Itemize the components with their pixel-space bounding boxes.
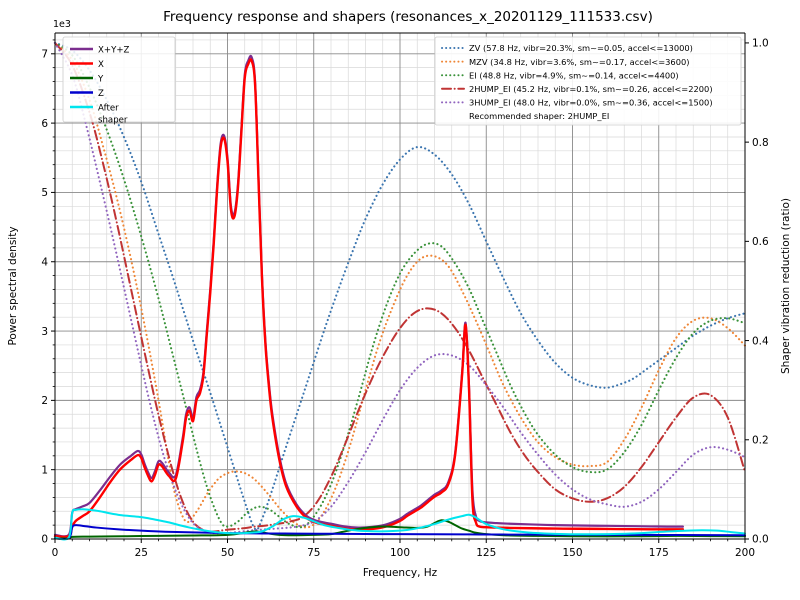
- psd-curve-x: [53, 58, 685, 539]
- shaper-curve-zv: [53, 41, 747, 531]
- legend-right-label-2hump_ei: 2HUMP_EI (45.2 Hz, vibr=0.1%, sm~=0.26, …: [469, 84, 713, 94]
- y2-tick-label: 0.8: [752, 137, 769, 149]
- shaper-curve-mzv: [53, 41, 747, 529]
- y2-tick-label: 0.4: [752, 335, 769, 347]
- shaper-curve-2hump_ei: [54, 41, 746, 533]
- chart-title: Frequency response and shapers (resonanc…: [163, 9, 653, 25]
- y-tick-label: 4: [41, 256, 48, 268]
- shaper-curve-ei: [53, 41, 747, 529]
- y-tick-label: 2: [41, 395, 48, 407]
- x-tick-label: 125: [476, 547, 496, 559]
- legend-right-label-mzv: MZV (34.8 Hz, vibr=3.6%, sm~=0.17, accel…: [469, 57, 690, 67]
- y2-tick-label: 0.2: [752, 434, 769, 446]
- recommended-shaper-note: Recommended shaper: 2HUMP_EI: [469, 111, 609, 121]
- y2-tick-label: 0.6: [752, 236, 769, 248]
- axis-ticks: 0 25 50 75 100 125 150 175 200 0 1 2 3 4 5 6 7 0.0 0.2 0.4 0…: [41, 38, 769, 559]
- y-tick-label: 1: [41, 464, 48, 476]
- y-axis-label: Power spectral density: [7, 226, 19, 345]
- legend-left-label-3: Z: [98, 89, 104, 99]
- legend-right-label-ei: EI (48.8 Hz, vibr=4.9%, sm~=0.14, accel<…: [469, 70, 679, 80]
- y-axis-offset-text: 1e3: [53, 19, 71, 30]
- legend-left-label-0: X+Y+Z: [98, 45, 130, 55]
- legend-left-label-4-cont: shaper: [98, 116, 128, 126]
- x-tick-label: 200: [735, 547, 755, 559]
- y2-axis-label: Shaper vibration reduction (ratio): [780, 198, 792, 374]
- legend-right-frame: [434, 36, 742, 126]
- shaper-curves: [53, 41, 747, 535]
- legend-left-frame: [62, 36, 176, 123]
- legend-left-label-1: X: [98, 60, 104, 70]
- x-tick-label: 175: [649, 547, 669, 559]
- y-tick-label: 6: [41, 118, 48, 130]
- legend-left-label-4: After: [98, 103, 119, 113]
- y-tick-label: 0: [41, 534, 48, 546]
- legend-left[interactable]: X+Y+Z XYZ After shaper: [62, 36, 176, 126]
- y-tick-label: 5: [41, 187, 48, 199]
- x-tick-label: 150: [562, 547, 582, 559]
- y-tick-label: 3: [41, 326, 48, 338]
- psd-curves: [53, 54, 746, 541]
- y2-tick-label: 1.0: [752, 38, 769, 50]
- psd-curve-after-shaper: [54, 508, 746, 541]
- legend-right-label-3hump_ei: 3HUMP_EI (48.0 Hz, vibr=0.0%, sm~=0.36, …: [469, 98, 713, 108]
- x-tick-label: 75: [307, 547, 320, 559]
- y2-tick-label: 0.0: [752, 534, 769, 546]
- x-tick-label: 50: [221, 547, 234, 559]
- x-axis-label: Frequency, Hz: [363, 567, 438, 579]
- legend-left-label-2: Y: [97, 74, 104, 84]
- legend-right[interactable]: ZV (57.8 Hz, vibr=20.3%, sm~=0.05, accel…: [434, 36, 742, 126]
- x-tick-label: 0: [52, 547, 59, 559]
- y-tick-label: 7: [41, 48, 48, 60]
- shaper-curve-3hump_ei: [53, 41, 747, 535]
- x-tick-label: 100: [390, 547, 410, 559]
- x-tick-label: 25: [135, 547, 148, 559]
- legend-right-label-zv: ZV (57.8 Hz, vibr=20.3%, sm~=0.05, accel…: [469, 43, 693, 53]
- psd-curve-y: [54, 519, 746, 540]
